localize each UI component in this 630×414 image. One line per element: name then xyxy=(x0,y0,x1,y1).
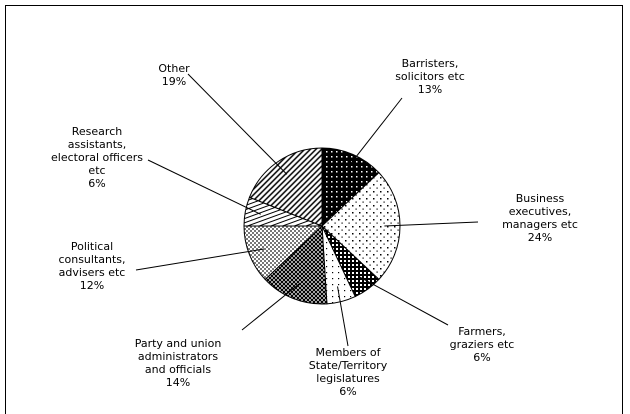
pie-slice xyxy=(248,147,323,227)
slice-label: Members of State/Territory legislatures 6… xyxy=(293,346,403,398)
slice-label: Political consultants, advisers etc 12% xyxy=(47,240,137,292)
pie-slice xyxy=(321,147,380,228)
percent-label: 19% xyxy=(161,75,187,88)
slice-label: Research assistants, electoral officers … xyxy=(42,125,152,190)
category-name: Other xyxy=(158,62,190,75)
category-name: Research assistants, electoral officers … xyxy=(51,125,143,177)
leader-line xyxy=(187,73,288,175)
leader-line xyxy=(135,248,265,271)
leader-line xyxy=(241,283,300,331)
category-name: Barristers, solicitors etc xyxy=(395,57,465,83)
percent-label: 6% xyxy=(473,351,491,364)
percent-label: 12% xyxy=(79,279,105,292)
leader-line xyxy=(337,286,349,347)
category-name: Farmers, graziers etc xyxy=(449,325,515,351)
percent-label: 24% xyxy=(527,231,553,244)
pie-slice xyxy=(321,171,401,281)
pie-slice xyxy=(264,224,328,305)
slice-label: Barristers, solicitors etc 13% xyxy=(385,57,475,96)
category-name: Members of State/Territory legislatures xyxy=(308,346,388,385)
category-name: Political consultants, advisers etc xyxy=(58,240,126,279)
category-name: Party and union administrators and offic… xyxy=(134,337,222,376)
slice-label: Farmers, graziers etc 6% xyxy=(437,325,527,364)
percent-label: 13% xyxy=(417,83,443,96)
percent-label: 14% xyxy=(165,376,191,389)
slice-label: Party and union administrators and offic… xyxy=(128,337,228,389)
leader-line xyxy=(358,276,449,326)
percent-label: 6% xyxy=(339,385,357,398)
slice-label: Other 19% xyxy=(144,62,204,88)
slice-label: Business executives, managers etc 24% xyxy=(495,192,585,244)
percent-label: 6% xyxy=(88,177,106,190)
category-name: Business executives, managers etc xyxy=(502,192,578,231)
leader-line xyxy=(147,159,261,215)
leader-line xyxy=(384,221,479,227)
leader-line xyxy=(346,97,403,170)
chart-frame xyxy=(5,5,623,414)
